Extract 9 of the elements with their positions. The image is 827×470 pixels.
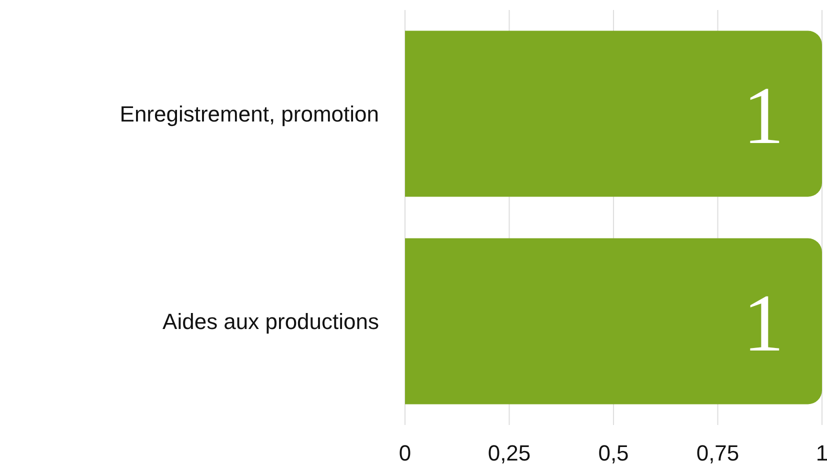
x-tick-label: 1 [816,440,827,466]
x-tick-label: 0,75 [696,440,740,466]
y-tick-label: Enregistrement, promotion [120,102,379,127]
x-tick-label: 0,5 [598,440,629,466]
data-label: 1 [743,70,784,161]
x-tick-label: 0,25 [488,440,531,466]
x-tick-label: 0 [398,440,412,466]
data-label: 1 [743,277,784,368]
y-tick-label: Aides aux productions [162,309,379,334]
